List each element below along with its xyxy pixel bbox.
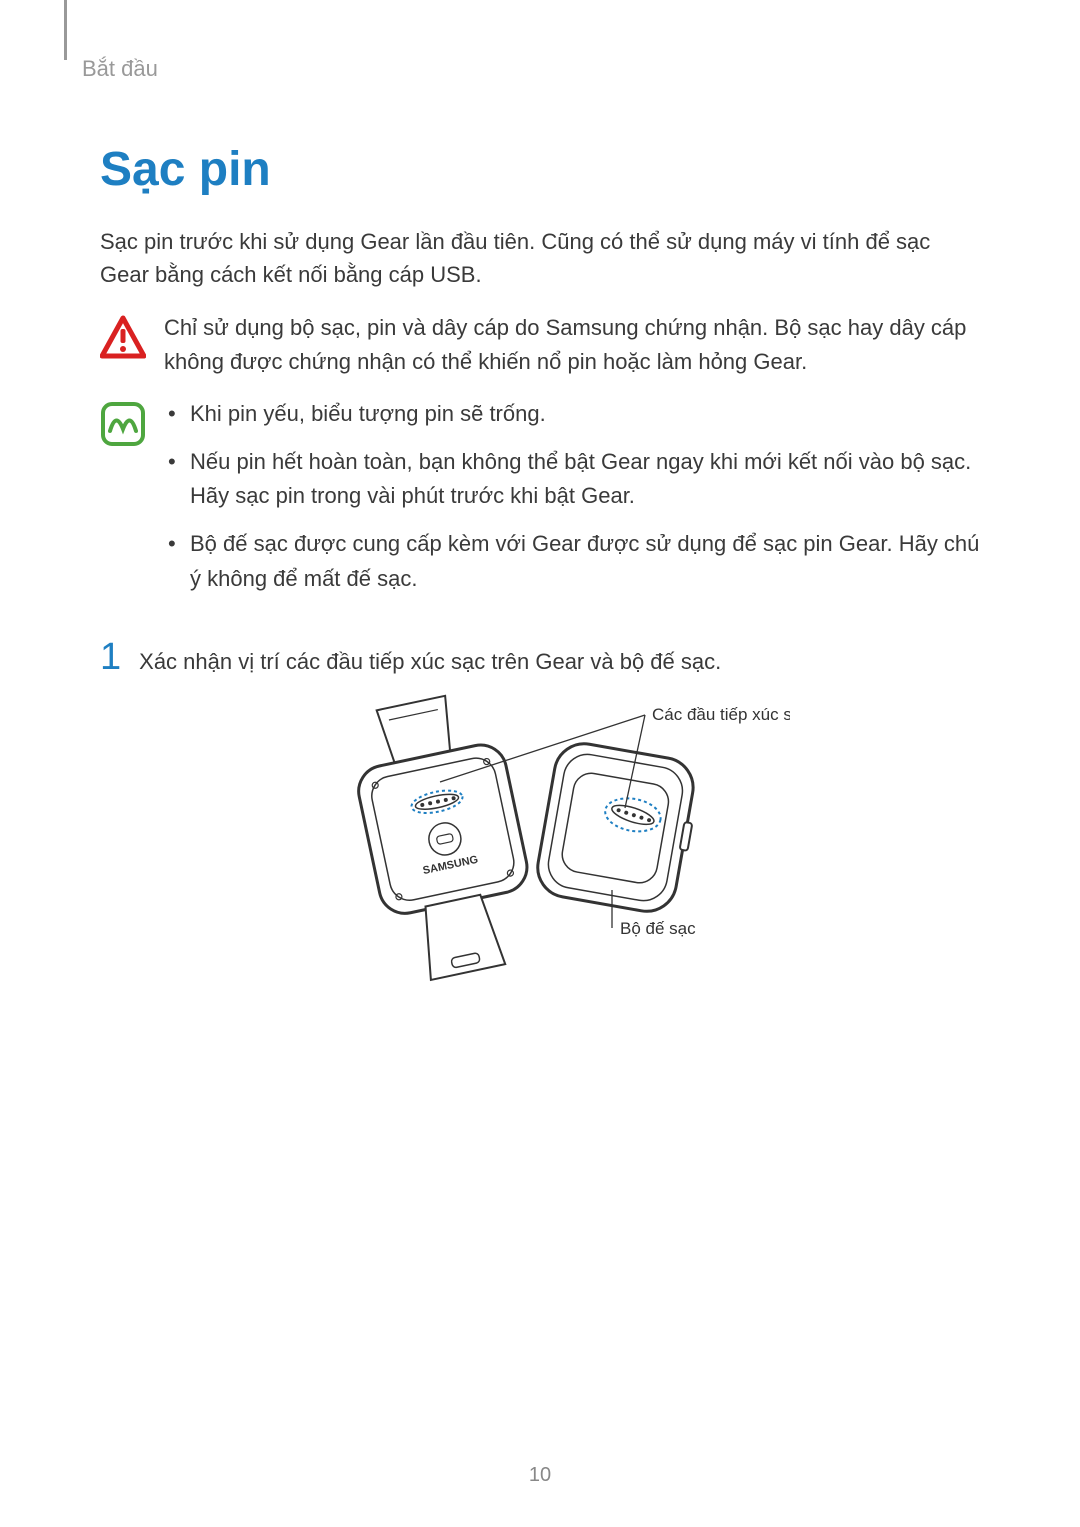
figure-label-contacts: Các đầu tiếp xúc sạc [652,705,790,724]
warning-text: Chỉ sử dụng bộ sạc, pin và dây cáp do Sa… [164,311,980,379]
tip-list: Khi pin yếu, biểu tượng pin sẽ trống. Nế… [164,397,980,609]
tip-note: Khi pin yếu, biểu tượng pin sẽ trống. Nế… [100,397,980,609]
figure-label-dock: Bộ đế sạc [620,919,696,938]
list-item: Khi pin yếu, biểu tượng pin sẽ trống. [164,397,980,431]
step-number: 1 [100,638,121,676]
page-content: Bắt đầu Sạc pin Sạc pin trước khi sử dụn… [0,0,1080,1010]
list-item: Nếu pin hết hoàn toàn, bạn không thể bật… [164,445,980,513]
step-text: Xác nhận vị trí các đầu tiếp xúc sạc trê… [139,649,721,675]
section-title: Sạc pin [100,142,980,197]
charging-diagram: SAMSUNG [290,690,790,1010]
warning-note: Chỉ sử dụng bộ sạc, pin và dây cáp do Sa… [100,311,980,379]
tip-icon [100,401,146,447]
header-accent-bar [64,0,67,60]
list-item: Bộ đế sạc được cung cấp kèm với Gear đượ… [164,527,980,595]
step-1: 1 Xác nhận vị trí các đầu tiếp xúc sạc t… [100,638,980,676]
warning-icon [100,315,146,361]
intro-paragraph: Sạc pin trước khi sử dụng Gear lần đầu t… [100,225,980,291]
breadcrumb: Bắt đầu [82,30,980,142]
figure: SAMSUNG [100,690,980,1010]
page-number: 10 [0,1464,1080,1487]
